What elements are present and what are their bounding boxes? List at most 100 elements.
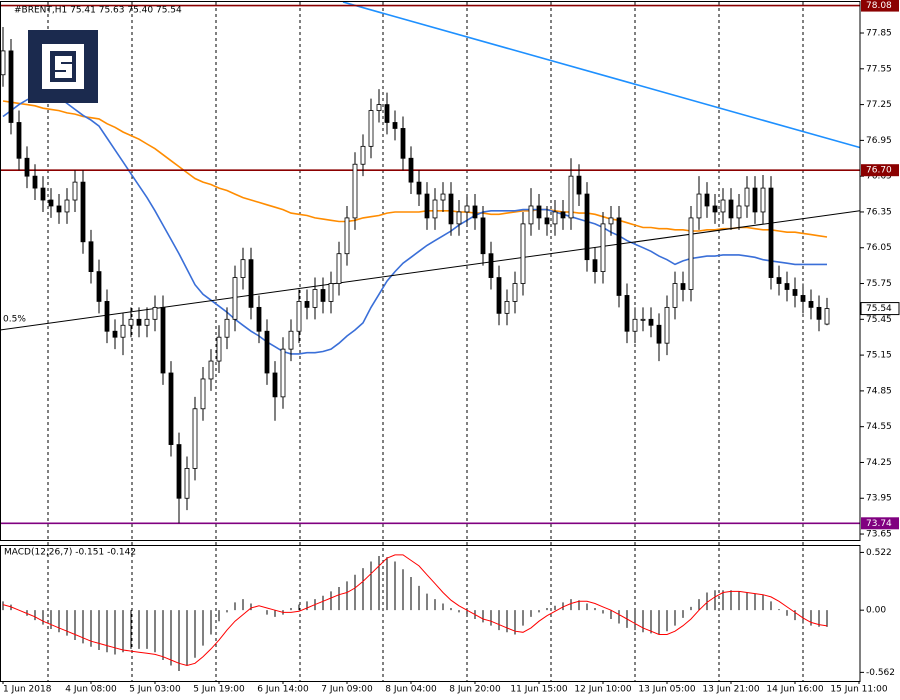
candle-body bbox=[624, 295, 630, 332]
candle-body bbox=[168, 372, 174, 445]
x-tick-label: 15 Jun 11:00 bbox=[830, 685, 887, 695]
x-tick-label: 5 Jun 03:00 bbox=[129, 685, 181, 695]
candle-body bbox=[632, 318, 638, 332]
candle-body bbox=[776, 277, 782, 284]
candle-body bbox=[584, 193, 590, 261]
candle-body bbox=[368, 110, 374, 147]
candle-body bbox=[672, 283, 678, 308]
candle-body bbox=[784, 283, 790, 290]
x-tick-label: 7 Jun 09:00 bbox=[321, 685, 373, 695]
candle-body bbox=[248, 259, 254, 308]
x-tick-label: 14 Jun 16:00 bbox=[766, 685, 823, 695]
candle-body bbox=[736, 205, 742, 219]
candle-body bbox=[616, 217, 622, 296]
y-tick-label: 73.65 bbox=[866, 530, 892, 540]
macd-panel bbox=[2, 554, 828, 672]
x-tick-label: 8 Jun 04:00 bbox=[385, 685, 437, 695]
candle-body bbox=[824, 308, 830, 325]
candle-body bbox=[16, 122, 22, 159]
candle-body bbox=[184, 468, 190, 499]
candle-body bbox=[568, 175, 574, 219]
level-label: 78.08 bbox=[866, 1, 892, 11]
candle-body bbox=[520, 223, 526, 284]
candle-body bbox=[800, 295, 806, 302]
y-tick-label: 76.05 bbox=[866, 243, 892, 253]
candle-body bbox=[432, 199, 438, 219]
y-tick-label: 77.55 bbox=[866, 64, 892, 74]
macd-y-tick-label: 0.522 bbox=[866, 548, 892, 558]
candle-body bbox=[8, 50, 14, 123]
candle-body bbox=[504, 301, 510, 314]
candle-body bbox=[328, 283, 334, 302]
candle-body bbox=[448, 193, 454, 225]
y-tick-label: 76.35 bbox=[866, 207, 892, 217]
candle-body bbox=[816, 306, 822, 320]
candle-body bbox=[528, 205, 534, 225]
y-tick-label: 76.95 bbox=[866, 136, 892, 146]
logo bbox=[28, 30, 98, 103]
y-tick-label: 75.75 bbox=[866, 279, 892, 289]
candle-body bbox=[720, 199, 726, 213]
candle-body bbox=[640, 318, 646, 321]
x-tick-label: 4 Jun 08:00 bbox=[65, 685, 117, 695]
candle-body bbox=[392, 122, 398, 129]
candle-body bbox=[144, 318, 150, 326]
candle-body bbox=[344, 217, 350, 255]
level-box bbox=[861, 517, 899, 530]
y-tick-label: 77.25 bbox=[866, 100, 892, 110]
candle-body bbox=[760, 187, 766, 213]
candle-body bbox=[688, 217, 694, 290]
candle-body bbox=[56, 205, 62, 213]
x-tick-label: 13 Jun 21:00 bbox=[702, 685, 759, 695]
price-box bbox=[860, 302, 900, 316]
candle-body bbox=[152, 306, 158, 320]
candle-body bbox=[808, 301, 814, 308]
trendline-label: 0.5% bbox=[3, 315, 26, 325]
candle-body bbox=[136, 318, 142, 326]
candle-body bbox=[240, 259, 246, 278]
candle-body bbox=[80, 181, 86, 243]
candle-body bbox=[400, 128, 406, 159]
grid-layer bbox=[47, 2, 804, 681]
logo-glyph bbox=[55, 56, 72, 78]
candle-body bbox=[200, 378, 206, 410]
x-tick-label: 11 Jun 15:00 bbox=[510, 685, 567, 695]
candle-body bbox=[408, 157, 414, 183]
candle-body bbox=[704, 193, 710, 207]
macd-panel-frame bbox=[0, 545, 861, 682]
level-label: 76.70 bbox=[866, 166, 892, 176]
y-tick-label: 74.85 bbox=[866, 386, 892, 396]
candle-body bbox=[384, 104, 390, 123]
price-panel bbox=[0, 2, 860, 525]
candle-body bbox=[480, 217, 486, 255]
candle-body bbox=[352, 163, 358, 219]
candle-body bbox=[472, 205, 478, 219]
y-tick-label: 74.55 bbox=[866, 422, 892, 432]
candle-body bbox=[696, 193, 702, 219]
candle-body bbox=[416, 181, 422, 195]
candle-body bbox=[664, 306, 670, 344]
candle-body bbox=[536, 205, 542, 219]
candle-body bbox=[680, 283, 686, 290]
candle-body bbox=[208, 360, 214, 380]
candle-body bbox=[192, 408, 198, 469]
candle-body bbox=[440, 193, 446, 201]
y-tick-label: 75.45 bbox=[866, 315, 892, 325]
candle-body bbox=[376, 104, 382, 111]
candle-body bbox=[592, 259, 598, 272]
candle-body bbox=[272, 372, 278, 398]
candle-body bbox=[160, 306, 166, 374]
candle-body bbox=[552, 211, 558, 225]
candle-body bbox=[176, 444, 182, 499]
candle-body bbox=[544, 217, 550, 225]
candle-body bbox=[320, 289, 326, 302]
candle-body bbox=[72, 181, 78, 201]
candle-body bbox=[32, 175, 38, 189]
candle-body bbox=[576, 175, 582, 195]
candle-body bbox=[40, 187, 46, 201]
candle-body bbox=[712, 205, 718, 213]
price-panel-frame bbox=[0, 1, 861, 541]
x-tick-label: 8 Jun 20:00 bbox=[449, 685, 501, 695]
y-tick-label: 77.85 bbox=[866, 29, 892, 39]
